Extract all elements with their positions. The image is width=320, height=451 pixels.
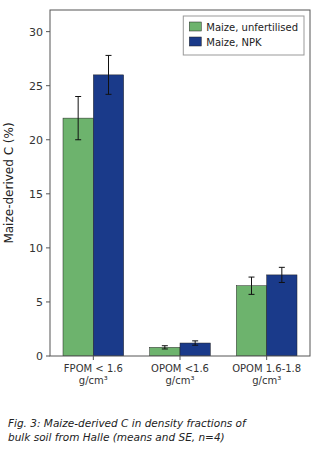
y-tick-label: 5 xyxy=(36,296,43,309)
y-tick-label: 25 xyxy=(29,80,43,93)
x-tick-label: OPOM <1.6g/cm³ xyxy=(151,363,209,386)
plot-frame xyxy=(50,10,310,356)
error-cap xyxy=(279,267,285,268)
y-tick xyxy=(46,139,50,140)
y-tick xyxy=(46,301,50,302)
x-axis: FPOM < 1.6g/cm³OPOM <1.6g/cm³OPOM 1.6-1.… xyxy=(64,356,301,386)
error-bar xyxy=(75,97,81,140)
x-tick-label: FPOM < 1.6g/cm³ xyxy=(64,363,123,386)
chart: 0 5 10 15 20 25 30 Maize-derived C (%) FPOM < 1.… xyxy=(0,0,320,451)
bar xyxy=(63,118,93,356)
bar xyxy=(180,343,210,356)
error-cap xyxy=(75,139,81,140)
x-tick xyxy=(266,356,267,360)
bar xyxy=(236,286,266,356)
error-cap xyxy=(162,345,168,346)
error-cap xyxy=(106,94,112,95)
y-tick xyxy=(46,247,50,248)
y-tick xyxy=(46,193,50,194)
error-stem xyxy=(78,97,79,140)
error-cap xyxy=(279,282,285,283)
legend-box xyxy=(183,16,304,55)
text-line: g/cm³ xyxy=(252,375,281,386)
legend: Maize, unfertilised Maize, NPK xyxy=(183,16,304,55)
error-cap xyxy=(192,345,198,346)
error-stem xyxy=(108,55,109,94)
y-tick-label: 0 xyxy=(36,350,43,363)
y-tick xyxy=(46,31,50,32)
error-bar xyxy=(192,341,198,345)
text-line: OPOM 1.6-1.8 xyxy=(232,363,301,374)
legend-swatch xyxy=(189,22,201,31)
bar xyxy=(267,275,297,356)
bar xyxy=(93,75,123,356)
x-tick xyxy=(180,356,181,360)
legend-label: Maize, NPK xyxy=(206,37,262,48)
error-cap xyxy=(192,340,198,341)
error-cap xyxy=(249,277,255,278)
plot-area xyxy=(50,10,310,356)
text-line: FPOM < 1.6 xyxy=(64,363,123,374)
y-tick xyxy=(46,85,50,86)
error-bar xyxy=(279,267,285,282)
error-stem xyxy=(281,267,282,282)
y-tick-label: 30 xyxy=(29,26,43,39)
marks xyxy=(63,55,297,356)
y-axis-label: Maize-derived C (%) xyxy=(2,122,16,243)
text-line: bulk soil from Halle (means and SE, n=4) xyxy=(8,431,225,443)
text-line: Fig. 3: Maize-derived C in density fract… xyxy=(8,417,248,429)
title: Fig. 3: Maize-derived C in density fract… xyxy=(8,417,248,443)
y-tick-label: 20 xyxy=(29,134,43,147)
y-tick-label: 15 xyxy=(29,188,43,201)
error-cap xyxy=(249,294,255,295)
y-tick xyxy=(46,356,50,357)
error-bar xyxy=(162,346,168,349)
error-bar xyxy=(249,277,255,294)
legend-swatch xyxy=(189,37,201,46)
error-cap xyxy=(106,55,112,56)
error-stem xyxy=(251,277,252,294)
error-bar xyxy=(106,55,112,94)
bar xyxy=(150,347,180,356)
x-tick-label: OPOM 1.6-1.8g/cm³ xyxy=(232,363,301,386)
text-line: OPOM <1.6 xyxy=(151,363,209,374)
text-line: g/cm³ xyxy=(166,375,195,386)
error-cap xyxy=(75,96,81,97)
error-stem xyxy=(195,341,196,345)
y-axis: 0 5 10 15 20 25 30 xyxy=(29,26,50,363)
x-tick xyxy=(93,356,94,360)
y-tick-label: 10 xyxy=(29,242,43,255)
text-line: g/cm³ xyxy=(79,375,108,386)
legend-label: Maize, unfertilised xyxy=(206,22,298,33)
error-cap xyxy=(162,348,168,349)
